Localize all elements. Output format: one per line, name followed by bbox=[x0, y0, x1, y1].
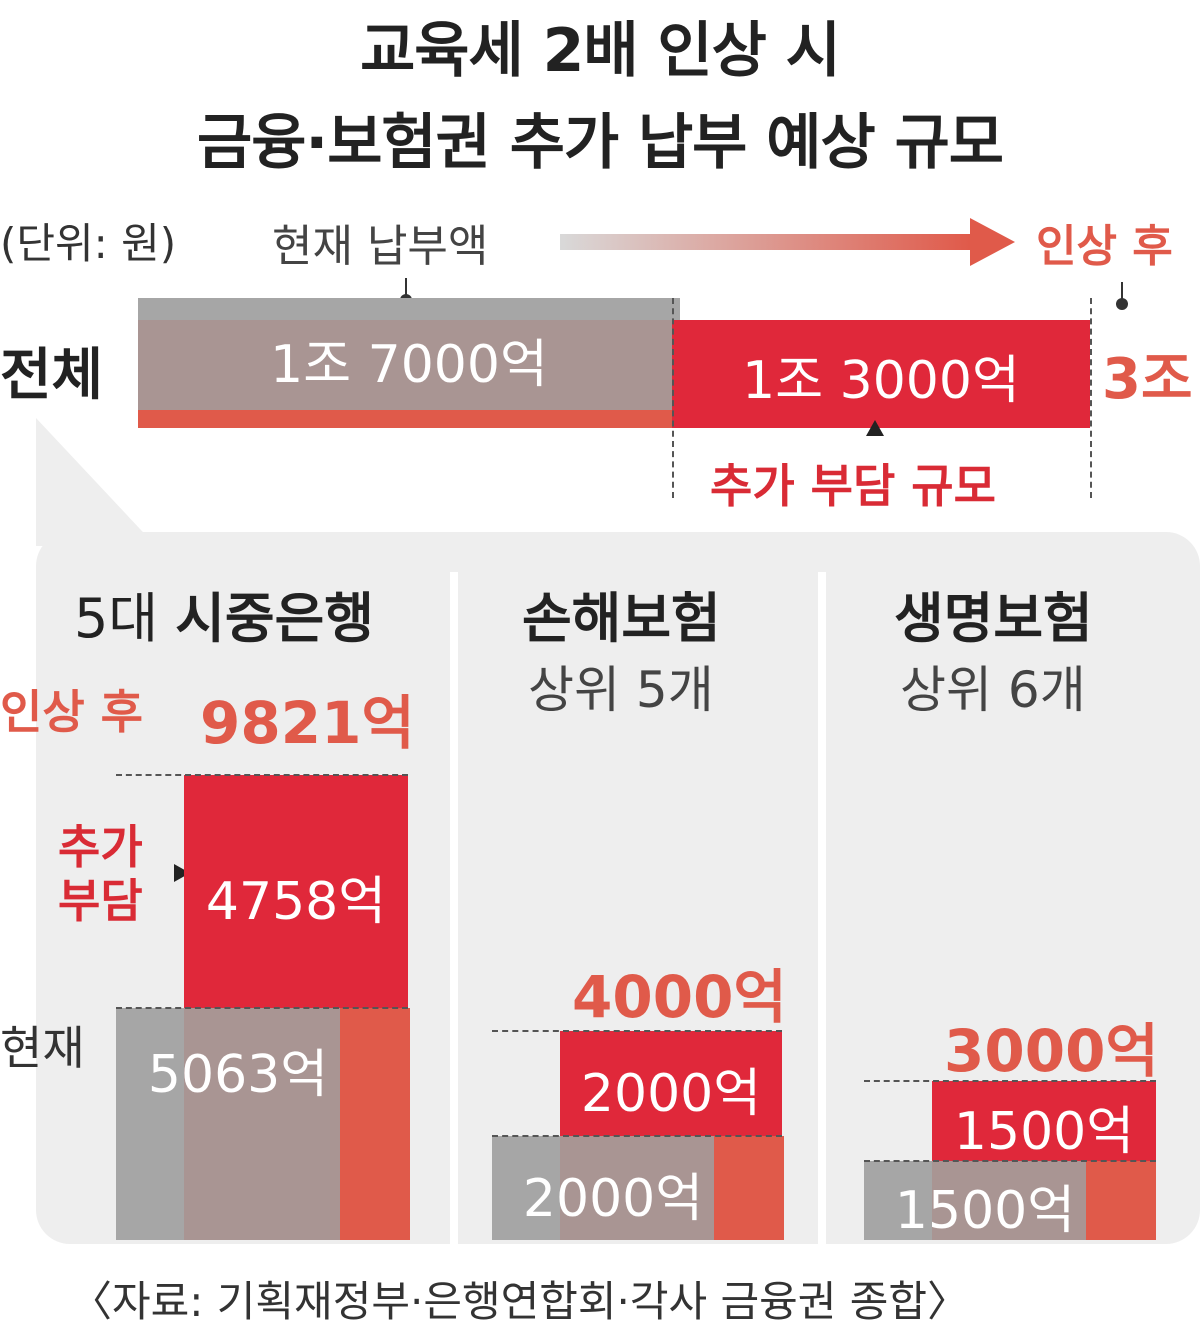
total-end-dashed bbox=[1090, 298, 1092, 498]
life-current-gray-bar bbox=[864, 1160, 932, 1240]
nonlife-current-red-strip bbox=[714, 1136, 784, 1240]
banks-current-gray-bar bbox=[116, 1008, 184, 1240]
banks-after-dashed-line bbox=[116, 773, 408, 776]
life-current-dashed-line bbox=[864, 1159, 1156, 1162]
nonlife-current-bar bbox=[560, 1136, 714, 1240]
total-divider-dashed bbox=[672, 298, 674, 498]
nonlife-title: 손해보험 bbox=[522, 587, 721, 650]
total-current-value: 1조 7000억 bbox=[270, 335, 548, 395]
life-after-value: 3000억 bbox=[944, 1017, 1159, 1085]
nonlife-extra-value: 2000억 bbox=[580, 1064, 762, 1125]
current-amount-label: 현재 납부액 bbox=[272, 221, 489, 272]
life-current-bar bbox=[932, 1160, 1086, 1240]
banks-current-label: 현재 bbox=[0, 1021, 85, 1075]
banks-extra-value: 4758억 bbox=[205, 872, 387, 933]
extra-pointer-icon bbox=[866, 420, 884, 436]
after-pointer-icon bbox=[1116, 282, 1128, 310]
total-extra-bar bbox=[672, 320, 1090, 428]
title-line-2: 금융·보험권 추가 납부 예상 규모 bbox=[197, 108, 1004, 178]
banks-current-value: 5063억 bbox=[147, 1045, 329, 1105]
banks-after-label: 인상 후 bbox=[0, 685, 143, 739]
total-current-bar bbox=[138, 320, 680, 410]
banks-current-red-strip bbox=[340, 1008, 410, 1240]
life-extra-value: 1500억 bbox=[953, 1102, 1135, 1163]
life-current-red-strip bbox=[1086, 1160, 1156, 1240]
life-subtitle: 상위 6개 bbox=[900, 661, 1086, 719]
unit-label: (단위: 원) bbox=[0, 219, 177, 268]
life-title: 생명보험 bbox=[894, 587, 1093, 650]
banks-extra-label: 추가 부담 bbox=[58, 820, 143, 928]
banks-after-value: 9821억 bbox=[200, 689, 415, 757]
nonlife-extra-bar bbox=[560, 1030, 782, 1137]
life-after-dashed-line bbox=[864, 1080, 1156, 1083]
nonlife-after-value: 4000억 bbox=[572, 963, 787, 1031]
total-extra-value: 1조 3000억 bbox=[742, 351, 1020, 411]
panel-separator bbox=[818, 572, 826, 1244]
life-extra-bar bbox=[932, 1081, 1156, 1161]
banks-extra-label-1: 추가 bbox=[58, 820, 143, 874]
extra-burden-label: 추가 부담 규모 bbox=[710, 459, 996, 513]
banks-extra-label-2: 부담 bbox=[58, 874, 143, 928]
nonlife-current-dashed-line bbox=[492, 1135, 782, 1138]
banks-extra-pointer-icon bbox=[174, 864, 190, 882]
nonlife-current-value: 2000억 bbox=[522, 1169, 704, 1230]
banks-title-bold: 시중은행 bbox=[175, 587, 374, 650]
total-label: 전체 bbox=[0, 343, 104, 408]
banks-current-bar bbox=[184, 1008, 340, 1240]
panel-separator bbox=[450, 572, 458, 1244]
banks-current-dashed-line bbox=[116, 1007, 408, 1009]
nonlife-subtitle: 상위 5개 bbox=[528, 661, 714, 719]
banks-extra-bar bbox=[184, 774, 408, 1008]
panel-tail-shape bbox=[36, 418, 156, 546]
after-increase-label: 인상 후 bbox=[1036, 221, 1173, 272]
arrow-icon bbox=[560, 218, 1015, 266]
banks-title-light: 5대 bbox=[74, 587, 176, 650]
total-current-gray-bar bbox=[138, 298, 680, 320]
total-after-value: 3조 bbox=[1102, 347, 1193, 412]
nonlife-after-dashed-line bbox=[492, 1029, 782, 1032]
total-current-red-strip bbox=[138, 410, 680, 428]
nonlife-current-gray-bar bbox=[492, 1136, 560, 1240]
life-current-value: 1500억 bbox=[894, 1181, 1076, 1242]
title-line-1: 교육세 2배 인상 시 bbox=[360, 16, 841, 86]
source-note: 〈자료: 기획재정부·은행연합회·각사 금융권 종합〉 bbox=[70, 1277, 970, 1326]
banks-title: 5대 시중은행 bbox=[74, 574, 374, 653]
